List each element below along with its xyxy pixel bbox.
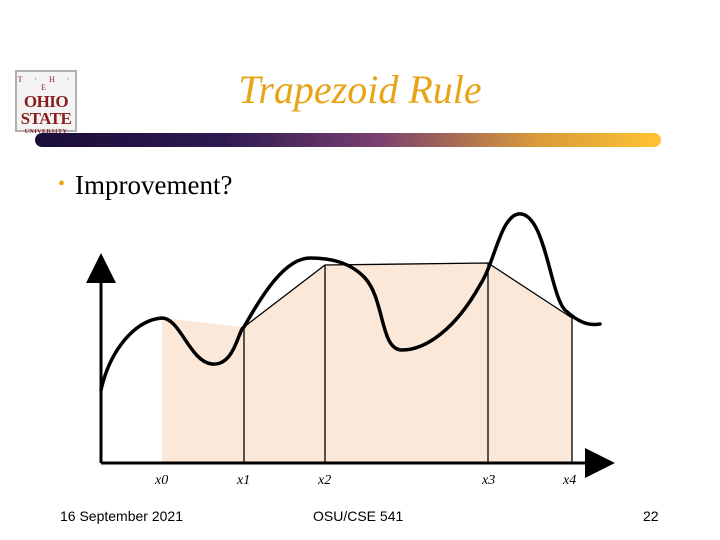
logo-line-ohio: OHIO bbox=[23, 92, 69, 111]
bullet-text: Improvement? bbox=[75, 170, 233, 200]
title-divider-bar bbox=[35, 133, 661, 147]
x-label-x4: x4 bbox=[563, 473, 577, 488]
bullet-item: • Improvement? bbox=[58, 170, 232, 201]
x-label-x0: x0 bbox=[155, 473, 169, 488]
bullet-dot-icon: • bbox=[58, 173, 66, 195]
logo-line-state: STATE bbox=[20, 109, 72, 128]
function-curve bbox=[99, 212, 602, 392]
logo-line-the: T · H · E bbox=[17, 75, 75, 92]
x-label-x2: x2 bbox=[318, 473, 332, 488]
trapezoid-area-fill bbox=[162, 263, 572, 463]
x-label-x3: x3 bbox=[482, 473, 496, 488]
x-label-x1: x1 bbox=[237, 473, 251, 488]
footer-page-number: 22 bbox=[643, 508, 659, 524]
osu-logo: T · H · E OHIO STATE UNIVERSITY bbox=[15, 70, 77, 135]
trapezoid-top-edges bbox=[243, 262, 573, 328]
footer-course: OSU/CSE 541 bbox=[313, 508, 404, 524]
footer-date: 16 September 2021 bbox=[60, 508, 183, 524]
slide-title: Trapezoid Rule bbox=[238, 67, 482, 112]
logo-line-university: UNIVERSITY bbox=[24, 129, 68, 135]
